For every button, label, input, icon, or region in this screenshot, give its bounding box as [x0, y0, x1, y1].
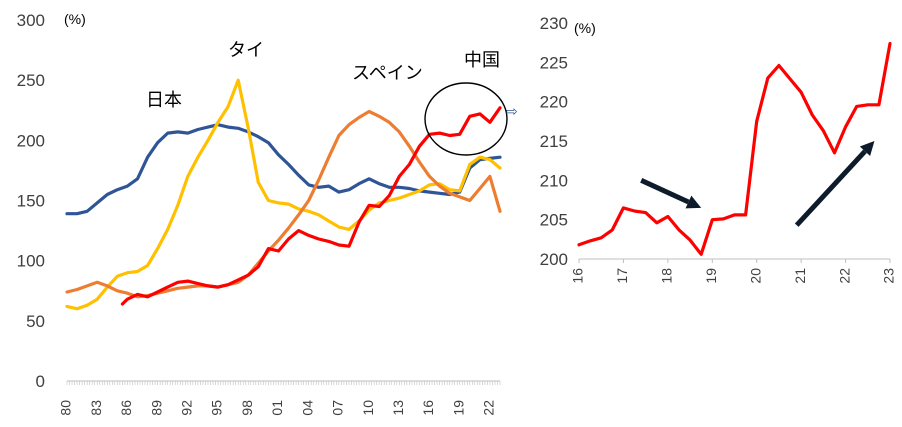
left-x-tick-label: 16: [420, 400, 436, 416]
connector-arrow-icon: ⇨: [506, 104, 518, 120]
left-x-tick-label: 01: [269, 400, 285, 416]
right-y-tick-label: 220: [540, 93, 568, 112]
left-series-group: [65, 78, 502, 311]
series-line-china: [120, 106, 502, 306]
left-x-tick-label: 22: [481, 400, 497, 416]
left-x-tick-label: 80: [58, 400, 74, 416]
right-x-tick-label: 22: [836, 268, 852, 284]
series-line-japan: [65, 123, 502, 216]
right-series-group: [577, 41, 892, 256]
right-chart: 200 205 210 215 220 225 230 16 17 18 19 20 21 22 23 (…: [540, 14, 897, 284]
left-y-axis: 0 50 100 150 200 250 300: [17, 11, 45, 391]
right-y-tick-label: 200: [540, 250, 568, 269]
right-x-tick-label: 19: [703, 268, 719, 284]
trend-arrow-2: [794, 149, 867, 227]
series-line-china-zoom: [577, 41, 892, 256]
series-line-thailand: [65, 78, 502, 311]
series-label-japan: 日本: [146, 90, 182, 111]
right-x-tick-label: 18: [659, 268, 675, 284]
left-x-tick-label: 95: [209, 400, 225, 416]
left-x-tick-label: 83: [88, 400, 104, 416]
left-x-tick-label: 98: [239, 400, 255, 416]
left-x-tick-label: 07: [330, 400, 346, 416]
right-y-tick-label: 225: [540, 53, 568, 72]
left-unit-label: (%): [64, 11, 86, 27]
china-highlight-circle: [424, 82, 508, 156]
left-x-axis: 80 83 86 89 92 95 98 01 04 07 10 13 16 19 22: [58, 380, 501, 416]
left-x-tick-label: 19: [450, 400, 466, 416]
trend-arrowhead-2: [859, 141, 875, 157]
right-x-axis: 16 17 18 19 20 21 22 23: [570, 258, 897, 284]
left-y-tick-label: 50: [26, 312, 45, 331]
left-y-tick-label: 100: [17, 252, 45, 271]
right-y-axis: 200 205 210 215 220 225 230: [540, 14, 568, 269]
left-x-tick-label: 86: [118, 400, 134, 416]
trend-arrow-1: [640, 178, 690, 205]
series-line-spain: [65, 109, 502, 299]
right-x-tick-label: 20: [747, 268, 763, 284]
right-y-tick-label: 215: [540, 132, 568, 151]
left-y-tick-label: 200: [17, 131, 45, 150]
right-y-tick-label: 230: [540, 14, 568, 33]
left-x-tick-label: 92: [179, 400, 195, 416]
left-y-tick-label: 0: [36, 372, 45, 391]
right-x-tick-label: 17: [614, 268, 630, 284]
left-x-tick-label: 04: [299, 400, 315, 416]
right-x-tick-label: 21: [792, 268, 808, 284]
right-x-tick-label: 16: [570, 268, 586, 284]
right-y-tick-label: 210: [540, 171, 568, 190]
left-y-tick-label: 150: [17, 192, 45, 211]
series-label-china: 中国: [464, 50, 500, 71]
left-y-tick-label: 250: [17, 71, 45, 90]
right-annotation-arrows: [640, 141, 875, 227]
right-unit-label: (%): [574, 20, 596, 36]
trend-arrowhead-1: [685, 195, 702, 209]
left-chart: 0 50 100 150 200 250 300 80 83 86 89 92 95 98 01 04 07 1…: [17, 11, 518, 416]
left-x-tick-label: 10: [360, 400, 376, 416]
series-label-thailand: タイ: [228, 40, 264, 61]
left-y-tick-label: 300: [17, 11, 45, 30]
right-x-tick-label: 23: [881, 268, 897, 284]
right-y-tick-label: 205: [540, 211, 568, 230]
series-label-spain: スペイン: [352, 63, 423, 84]
left-x-tick-label: 89: [148, 400, 164, 416]
left-x-tick-label: 13: [390, 400, 406, 416]
